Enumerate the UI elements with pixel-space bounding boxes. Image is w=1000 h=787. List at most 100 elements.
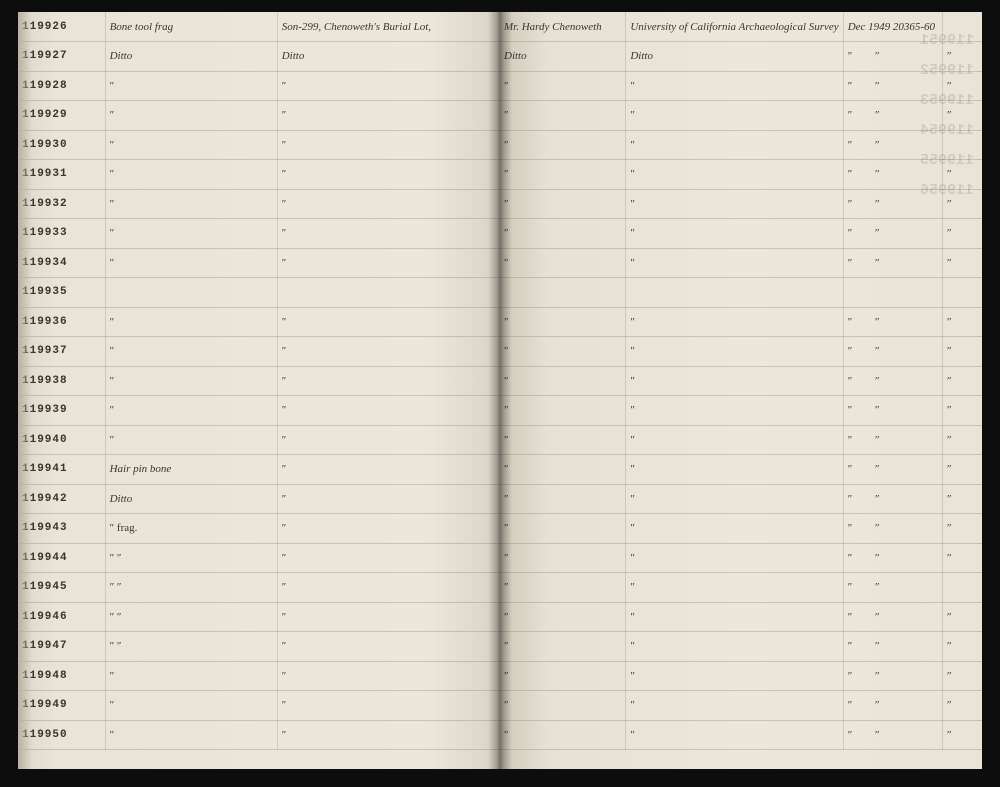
- institution-cell: ″: [626, 602, 843, 632]
- ledger-row: ″″″ ″″: [500, 307, 982, 337]
- institution-cell: ″: [626, 307, 843, 337]
- ledger-row: ″″″ ″″: [500, 71, 982, 101]
- ledger-row: ″″″ ″″: [500, 602, 982, 632]
- location-cell: Son-299, Chenoweth's Burial Lot,: [277, 12, 500, 42]
- catalog-number: 119943: [18, 514, 105, 544]
- ledger-row: ″″″ ″″: [500, 691, 982, 721]
- description-cell: ″: [105, 720, 277, 750]
- description-cell: ″: [105, 248, 277, 278]
- extra-cell: ″: [943, 248, 982, 278]
- location-cell: ″: [277, 691, 500, 721]
- ledger-row: ″″″ ″″: [500, 248, 982, 278]
- collector-cell: ″: [500, 130, 626, 160]
- collector-cell: ″: [500, 160, 626, 190]
- ledger-row: ″″″ ″″: [500, 337, 982, 367]
- extra-cell: ″: [943, 720, 982, 750]
- extra-cell: ″: [943, 425, 982, 455]
- ledger-row: 119928″″: [18, 71, 500, 101]
- ledger-row: 119933″″: [18, 219, 500, 249]
- right-ledger-table: Mr. Hardy ChenowethUniversity of Califor…: [500, 12, 982, 750]
- date-cell: ″ ″: [843, 573, 942, 603]
- ledger-row: 119931″″: [18, 160, 500, 190]
- ledger-row: 119932″″: [18, 189, 500, 219]
- extra-cell: ″: [943, 484, 982, 514]
- institution-cell: ″: [626, 160, 843, 190]
- extra-cell: ″: [943, 661, 982, 691]
- location-cell: ″: [277, 130, 500, 160]
- catalog-number: 119928: [18, 71, 105, 101]
- description-cell: [105, 278, 277, 308]
- catalog-number: 119932: [18, 189, 105, 219]
- date-cell: ″ ″: [843, 632, 942, 662]
- collector-cell: ″: [500, 219, 626, 249]
- collector-cell: ″: [500, 337, 626, 367]
- description-cell: Ditto: [105, 484, 277, 514]
- institution-cell: ″: [626, 337, 843, 367]
- ledger-row: 119936″″: [18, 307, 500, 337]
- description-cell: ″ ″: [105, 632, 277, 662]
- extra-cell: ″: [943, 219, 982, 249]
- location-cell: ″: [277, 425, 500, 455]
- extra-cell: ″: [943, 691, 982, 721]
- collector-cell: ″: [500, 691, 626, 721]
- date-cell: Dec 1949 20365-60: [843, 12, 942, 42]
- ledger-row: DittoDitto″ ″″: [500, 42, 982, 72]
- catalog-number: 119945: [18, 573, 105, 603]
- ledger-row: 119937″″: [18, 337, 500, 367]
- description-cell: ″: [105, 396, 277, 426]
- collector-cell: ″: [500, 661, 626, 691]
- date-cell: ″ ″: [843, 101, 942, 131]
- date-cell: ″ ″: [843, 691, 942, 721]
- institution-cell: ″: [626, 573, 843, 603]
- date-cell: ″ ″: [843, 484, 942, 514]
- description-cell: ″: [105, 219, 277, 249]
- catalog-number: 119929: [18, 101, 105, 131]
- collector-cell: ″: [500, 307, 626, 337]
- ledger-row: ″″″ ″″: [500, 160, 982, 190]
- catalog-number: 119936: [18, 307, 105, 337]
- extra-cell: [943, 278, 982, 308]
- description-cell: ″ ″: [105, 573, 277, 603]
- extra-cell: ″: [943, 337, 982, 367]
- extra-cell: ″: [943, 160, 982, 190]
- location-cell: ″: [277, 337, 500, 367]
- location-cell: ″: [277, 543, 500, 573]
- catalog-number: 119926: [18, 12, 105, 42]
- extra-cell: ″: [943, 455, 982, 485]
- location-cell: ″: [277, 484, 500, 514]
- description-cell: ″ ″: [105, 602, 277, 632]
- ledger-row: 119927DittoDitto: [18, 42, 500, 72]
- description-cell: ″: [105, 337, 277, 367]
- location-cell: ″: [277, 602, 500, 632]
- date-cell: ″ ″: [843, 425, 942, 455]
- catalog-number: 119950: [18, 720, 105, 750]
- location-cell: ″: [277, 189, 500, 219]
- catalog-number: 119937: [18, 337, 105, 367]
- ledger-row: 119930″″: [18, 130, 500, 160]
- collector-cell: ″: [500, 543, 626, 573]
- institution-cell: University of California Archaeological …: [626, 12, 843, 42]
- ledger-row: 119926Bone tool fragSon-299, Chenoweth's…: [18, 12, 500, 42]
- catalog-number: 119940: [18, 425, 105, 455]
- collector-cell: ″: [500, 573, 626, 603]
- ledger-row: ″″″ ″″: [500, 720, 982, 750]
- date-cell: ″ ″: [843, 42, 942, 72]
- collector-cell: ″: [500, 632, 626, 662]
- ledger-row: ″″″ ″″: [500, 425, 982, 455]
- catalog-number: 119933: [18, 219, 105, 249]
- description-cell: ″: [105, 130, 277, 160]
- catalog-number: 119947: [18, 632, 105, 662]
- collector-cell: ″: [500, 396, 626, 426]
- description-cell: ″: [105, 425, 277, 455]
- description-cell: ″: [105, 307, 277, 337]
- collector-cell: [500, 278, 626, 308]
- collector-cell: ″: [500, 455, 626, 485]
- ledger-row: 119935: [18, 278, 500, 308]
- ledger-row: ″″″ ″: [500, 573, 982, 603]
- ledger-row: 119943″ frag.″: [18, 514, 500, 544]
- date-cell: ″ ″: [843, 661, 942, 691]
- location-cell: ″: [277, 720, 500, 750]
- catalog-number: 119934: [18, 248, 105, 278]
- description-cell: ″: [105, 189, 277, 219]
- location-cell: ″: [277, 160, 500, 190]
